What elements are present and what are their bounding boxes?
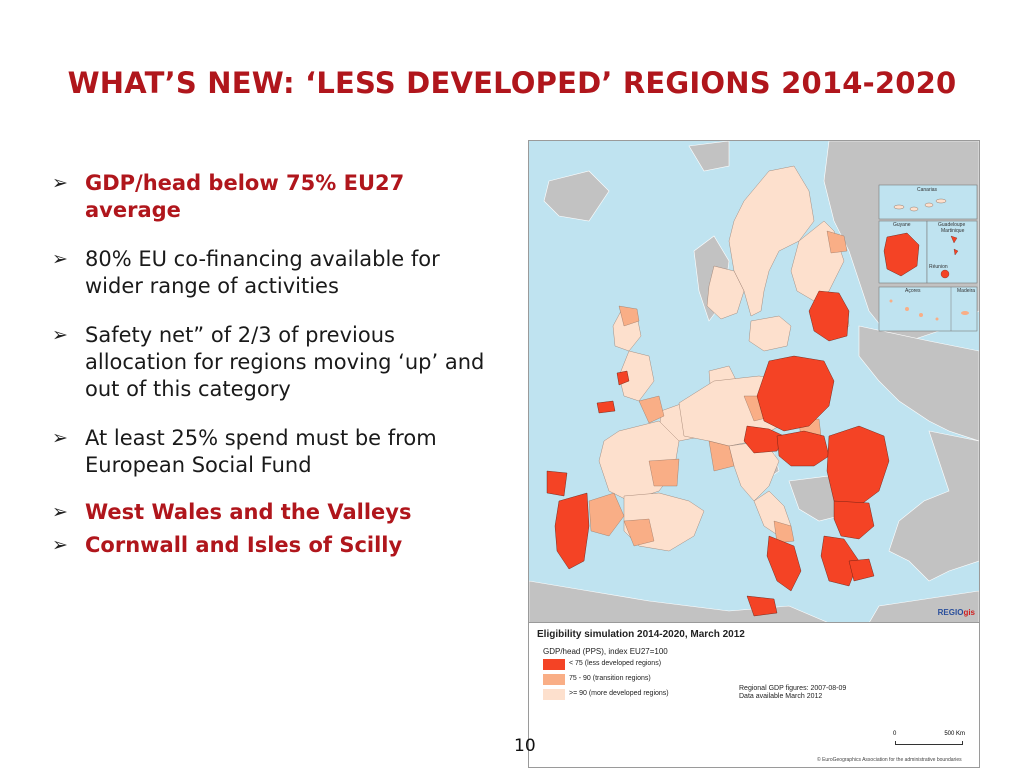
bullet-cofinancing: ➢ 80% EU co-financing available for wide… (48, 246, 488, 300)
legend-data-note: Regional GDP figures: 2007-08-09 Data av… (739, 685, 847, 700)
legend-swatch (543, 674, 565, 685)
inset-label-guyane: Guyane (893, 222, 911, 228)
map-svg: Canarias Guyane Guadeloupe Martinique Ré… (529, 141, 979, 623)
bullet-list: ➢ GDP/head below 75% EU27 average ➢ 80% … (48, 170, 488, 559)
bullet-gdp-threshold: ➢ GDP/head below 75% EU27 average (48, 170, 488, 224)
eu-regions-map: Canarias Guyane Guadeloupe Martinique Ré… (528, 140, 980, 624)
bullet-text: West Wales and the Valleys (85, 500, 412, 524)
legend-swatch (543, 659, 565, 670)
arrow-right-icon: ➢ (52, 427, 68, 449)
inset-label-madeira: Madeira (957, 288, 975, 294)
inset-label-acores: Açores (905, 288, 921, 294)
arrow-right-icon: ➢ (52, 172, 68, 194)
bullet-esf: ➢ At least 25% spend must be from Europe… (48, 425, 488, 479)
scale-bar: 0 500 Km (893, 731, 965, 751)
bullet-safety-net: ➢ Safety net” of 2/3 of previous allocat… (48, 322, 488, 403)
bullet-text: Cornwall and Isles of Scilly (85, 533, 403, 557)
inset-label-martinique: Martinique (941, 228, 965, 234)
outermost-regions-insets: Canarias Guyane Guadeloupe Martinique Ré… (878, 184, 978, 332)
arrow-right-icon: ➢ (52, 501, 68, 523)
arrow-right-icon: ➢ (52, 248, 68, 270)
regiogis-logo: REGIOgis (937, 608, 975, 617)
copyright-text: © EuroGeographics Association for the ad… (817, 757, 962, 763)
inset-label-reunion: Réunion (929, 264, 948, 270)
bullet-text: 80% EU co-financing available for wider … (85, 247, 440, 298)
legend-subtitle: GDP/head (PPS), index EU27=100 (543, 647, 668, 656)
arrow-right-icon: ➢ (52, 534, 68, 556)
less-developed-regions (546, 290, 890, 617)
bullet-cornwall: ➢ Cornwall and Isles of Scilly (48, 532, 488, 559)
inset-label-guadeloupe: Guadeloupe (938, 222, 965, 228)
bullet-west-wales: ➢ West Wales and the Valleys (48, 499, 488, 526)
bullet-text: GDP/head below 75% EU27 average (85, 171, 405, 222)
bullet-text: At least 25% spend must be from European… (85, 426, 437, 477)
bullet-text: Safety net” of 2/3 of previous allocatio… (85, 323, 485, 401)
arrow-right-icon: ➢ (52, 324, 68, 346)
map-legend: Eligibility simulation 2014-2020, March … (528, 622, 980, 768)
legend-title: Eligibility simulation 2014-2020, March … (537, 629, 745, 640)
slide-title: WHAT’S NEW: ‘LESS DEVELOPED’ REGIONS 201… (67, 66, 957, 100)
page-number: 10 (514, 736, 536, 756)
legend-swatch (543, 689, 565, 700)
inset-label-canarias: Canarias (917, 187, 938, 193)
transition-regions (588, 230, 848, 547)
